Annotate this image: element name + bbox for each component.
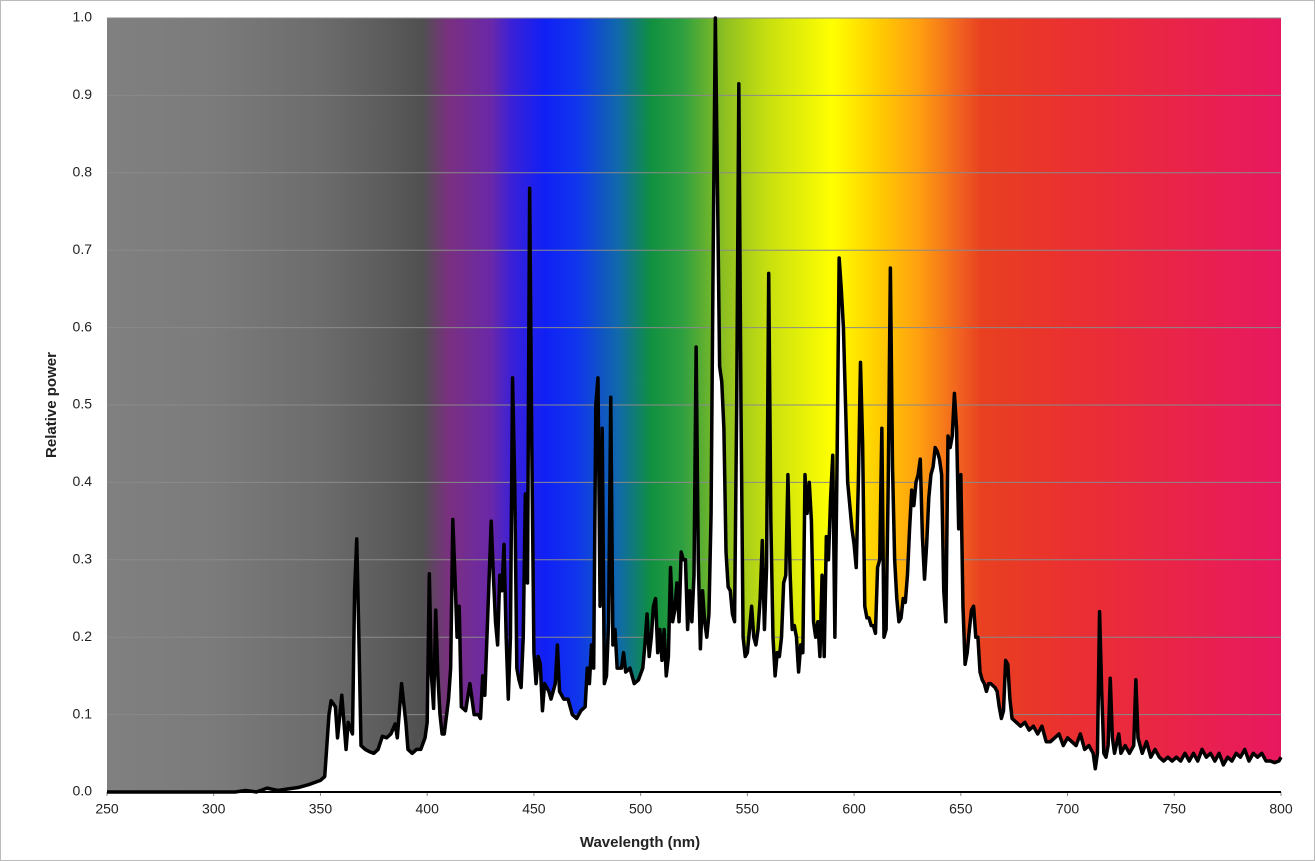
- x-tick-label: 750: [1163, 801, 1187, 817]
- y-tick-label: 0.8: [73, 164, 93, 180]
- x-tick-label: 300: [202, 801, 226, 817]
- y-tick-label: 0.0: [73, 783, 93, 799]
- x-axis-title: Wavelength (nm): [580, 834, 700, 851]
- y-tick-label: 0.5: [73, 396, 93, 412]
- x-tick-label: 800: [1269, 801, 1293, 817]
- spectrum-line: [107, 16, 1283, 794]
- x-tick-label: 550: [736, 801, 760, 817]
- y-axis-title: Relative power: [43, 352, 60, 458]
- x-tick-label: 450: [522, 801, 546, 817]
- y-tick-label: 0.9: [73, 86, 93, 102]
- x-tick-label: 250: [95, 801, 119, 817]
- x-tick-label: 400: [416, 801, 440, 817]
- y-tick-label: 0.3: [73, 551, 93, 567]
- x-tick-label: 350: [309, 801, 333, 817]
- x-tick-label: 700: [1056, 801, 1080, 817]
- y-tick-label: 0.4: [73, 473, 93, 489]
- y-tick-label: 0.7: [73, 241, 93, 257]
- under-curve-fill: [107, 18, 1281, 792]
- y-tick-label: 1.0: [73, 9, 93, 25]
- y-tick-label: 0.2: [73, 628, 93, 644]
- x-tick-label: 650: [949, 801, 973, 817]
- y-tick-label: 0.1: [73, 705, 93, 721]
- y-tick-label: 0.6: [73, 318, 93, 334]
- x-tick-label: 500: [629, 801, 653, 817]
- x-tick-label: 600: [842, 801, 866, 817]
